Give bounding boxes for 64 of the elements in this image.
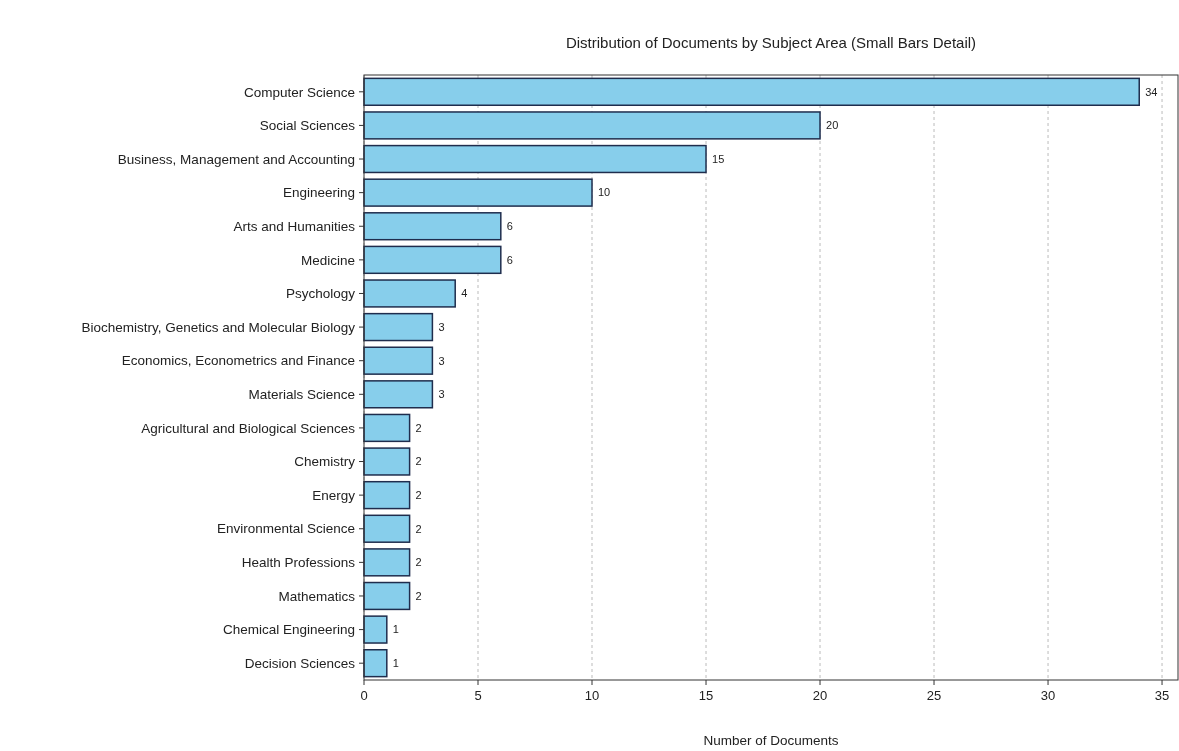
data-label: 2	[415, 589, 422, 602]
bar	[363, 615, 388, 644]
y-tick-label: Environmental Science	[216, 521, 355, 537]
bar	[363, 447, 411, 476]
data-label: 1	[392, 657, 399, 670]
bar	[363, 111, 821, 140]
bar	[363, 480, 411, 510]
y-tick-label: Psychology	[285, 286, 356, 302]
x-tick-label: 5	[474, 688, 482, 703]
x-tick-label: 0	[360, 688, 368, 703]
y-tick-label: Chemistry	[294, 454, 356, 470]
bar	[363, 649, 388, 678]
data-label: 1	[392, 623, 399, 636]
chart-title: Distribution of Documents by Subject Area (Small Bars Detail)	[565, 34, 977, 51]
data-label: 2	[415, 455, 422, 468]
y-tick-label: Medicine	[300, 252, 355, 268]
data-label: 20	[826, 119, 839, 132]
x-tick-label: 30	[1040, 688, 1056, 703]
x-tick-label: 35	[1154, 688, 1170, 703]
y-tick-label: Decision Sciences	[244, 655, 356, 671]
y-tick-label: Biochemistry, Genetics and Molecular Biology	[81, 319, 356, 335]
y-tick-label: Chemical Engineering	[222, 622, 355, 638]
bar	[363, 279, 456, 308]
data-label: 3	[438, 354, 445, 367]
bar	[363, 312, 434, 342]
y-tick-label: Engineering	[282, 185, 355, 201]
data-label: 10	[598, 186, 611, 199]
bar	[363, 212, 502, 241]
data-label: 3	[438, 320, 445, 333]
x-tick-label: 20	[812, 688, 828, 703]
bar	[363, 380, 434, 409]
y-tick-label: Agricultural and Biological Sciences	[141, 420, 356, 436]
x-tick-label: 15	[698, 688, 714, 703]
data-label: 6	[506, 253, 513, 266]
data-label: 6	[506, 220, 513, 233]
bar	[363, 514, 411, 543]
data-label: 2	[415, 522, 422, 535]
y-tick-label: Health Professions	[241, 555, 356, 571]
data-label: 2	[415, 421, 422, 434]
bar	[363, 346, 434, 375]
data-label: 2	[415, 488, 422, 501]
y-tick-label: Business, Management and Accounting	[117, 151, 355, 167]
data-label: 4	[461, 287, 468, 300]
bar	[363, 77, 1140, 106]
bar	[363, 245, 502, 275]
y-tick-label: Materials Science	[248, 387, 355, 403]
y-tick-label: Economics, Econometrics and Finance	[121, 353, 355, 369]
y-tick-label: Arts and Humanities	[233, 218, 356, 234]
y-tick-label: Computer Science	[243, 84, 355, 100]
data-label: 3	[438, 388, 445, 401]
y-tick-label: Mathematics	[278, 588, 356, 604]
bar	[363, 178, 593, 207]
bar	[363, 144, 707, 174]
y-tick-label: Social Sciences	[259, 118, 356, 134]
x-tick-label: 25	[926, 688, 942, 703]
data-label: 2	[415, 556, 422, 569]
data-label: 15	[712, 152, 725, 165]
bar	[363, 413, 411, 443]
x-axis-title: Number of Documents	[703, 733, 839, 748]
x-tick-label: 10	[584, 688, 600, 703]
y-tick-label: Energy	[312, 487, 356, 503]
bar	[363, 548, 411, 577]
data-label: 34	[1145, 85, 1158, 98]
bar	[363, 581, 411, 611]
